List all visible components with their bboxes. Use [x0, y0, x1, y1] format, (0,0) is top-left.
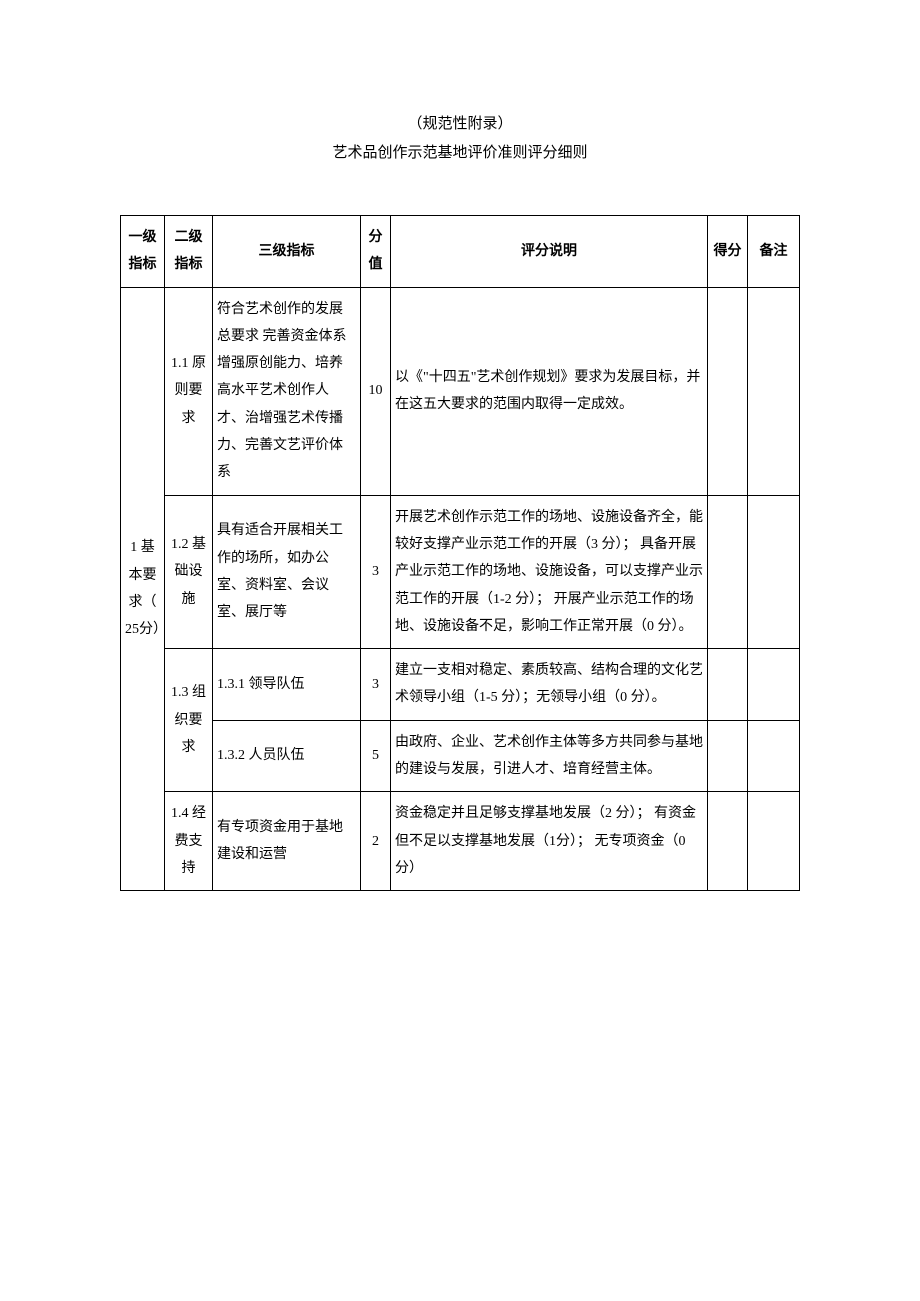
cell-level2: 1.3 组织要求 — [165, 649, 213, 792]
col-header-level1: 一级指标 — [121, 216, 165, 288]
cell-got — [708, 649, 748, 721]
cell-level2: 1.4 经费支持 — [165, 792, 213, 891]
table-header-row: 一级指标 二级指标 三级指标 分值 评分说明 得分 备注 — [121, 216, 800, 288]
scoring-rubric-table: 一级指标 二级指标 三级指标 分值 评分说明 得分 备注 1 基本要求（ 25分… — [120, 215, 800, 891]
col-header-note: 备注 — [748, 216, 800, 288]
cell-note — [748, 649, 800, 721]
col-header-score: 分值 — [361, 216, 391, 288]
cell-level2: 1.2 基础设施 — [165, 495, 213, 648]
cell-got — [708, 287, 748, 495]
header-line-1: （规范性附录） — [120, 110, 800, 139]
col-header-level3: 三级指标 — [213, 216, 361, 288]
cell-desc: 建立一支相对稳定、素质较高、结构合理的文化艺术领导小组（1-5 分）；无领导小组… — [391, 649, 708, 721]
cell-desc: 开展艺术创作示范工作的场地、设施设备齐全，能较好支撑产业示范工作的开展（3 分）… — [391, 495, 708, 648]
table-row: 1.4 经费支持 有专项资金用于基地建设和运营 2 资金稳定并且足够支撑基地发展… — [121, 792, 800, 891]
cell-desc: 以《"十四五"艺术创作规划》要求为发展目标，并在这五大要求的范围内取得一定成效。 — [391, 287, 708, 495]
cell-desc: 由政府、企业、艺术创作主体等多方共同参与基地的建设与发展，引进人才、培育经营主体… — [391, 720, 708, 792]
cell-level3: 1.3.2 人员队伍 — [213, 720, 361, 792]
header-line-2: 艺术品创作示范基地评价准则评分细则 — [120, 139, 800, 168]
cell-note — [748, 287, 800, 495]
col-header-desc: 评分说明 — [391, 216, 708, 288]
cell-score: 3 — [361, 495, 391, 648]
cell-score: 5 — [361, 720, 391, 792]
document-header: （规范性附录） 艺术品创作示范基地评价准则评分细则 — [120, 110, 800, 167]
cell-level3: 有专项资金用于基地建设和运营 — [213, 792, 361, 891]
cell-got — [708, 495, 748, 648]
cell-got — [708, 792, 748, 891]
cell-level1: 1 基本要求（ 25分） — [121, 287, 165, 891]
cell-got — [708, 720, 748, 792]
cell-level3: 具有适合开展相关工作的场所，如办公室、资料室、会议室、展厅等 — [213, 495, 361, 648]
cell-score: 10 — [361, 287, 391, 495]
cell-score: 3 — [361, 649, 391, 721]
cell-desc: 资金稳定并且足够支撑基地发展（2 分）； 有资金但不足以支撑基地发展（1分）； … — [391, 792, 708, 891]
table-row: 1 基本要求（ 25分） 1.1 原则要求 符合艺术创作的发展总要求 完善资金体… — [121, 287, 800, 495]
cell-level2: 1.1 原则要求 — [165, 287, 213, 495]
col-header-level2: 二级指标 — [165, 216, 213, 288]
table-row: 1.3 组织要求 1.3.1 领导队伍 3 建立一支相对稳定、素质较高、结构合理… — [121, 649, 800, 721]
cell-level3: 1.3.1 领导队伍 — [213, 649, 361, 721]
table-row: 1.2 基础设施 具有适合开展相关工作的场所，如办公室、资料室、会议室、展厅等 … — [121, 495, 800, 648]
document-page: （规范性附录） 艺术品创作示范基地评价准则评分细则 一级指标 二级指标 三级指标… — [0, 0, 920, 951]
table-row: 1.3.2 人员队伍 5 由政府、企业、艺术创作主体等多方共同参与基地的建设与发… — [121, 720, 800, 792]
col-header-got: 得分 — [708, 216, 748, 288]
cell-note — [748, 792, 800, 891]
cell-note — [748, 495, 800, 648]
cell-score: 2 — [361, 792, 391, 891]
cell-level3: 符合艺术创作的发展总要求 完善资金体系增强原创能力、培养高水平艺术创作人才、治增… — [213, 287, 361, 495]
cell-note — [748, 720, 800, 792]
